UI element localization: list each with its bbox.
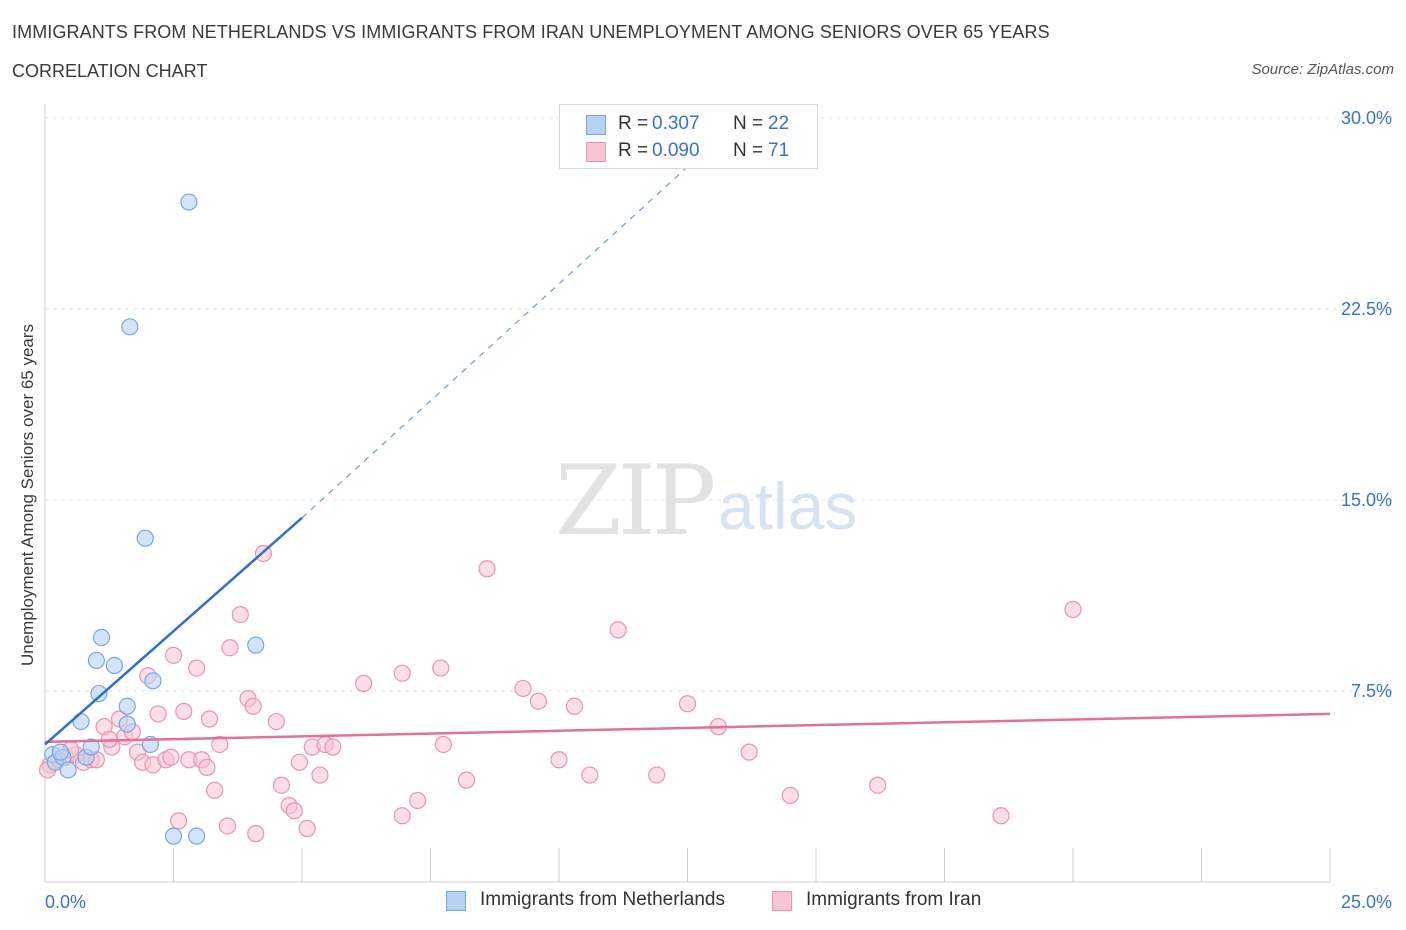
n-label: N =	[733, 113, 764, 134]
iran-point	[149, 705, 167, 723]
r-value: 0.307	[652, 113, 700, 134]
iran-point	[409, 791, 427, 810]
correlation-legend: R = 0.307 N = 22 R = 0.090 N = 71	[559, 104, 818, 169]
iran-point	[221, 639, 239, 657]
netherlands-point	[121, 318, 139, 336]
iran-point	[200, 710, 219, 728]
iran-point	[175, 702, 193, 720]
r-label: R =	[618, 113, 649, 134]
y-tick-label: 22.5%	[1341, 299, 1392, 319]
y-tick-label: 30.0%	[1341, 108, 1392, 128]
iran-point	[393, 807, 411, 825]
iran-point	[581, 766, 599, 784]
legend-row-netherlands: R = 0.307 N = 22	[560, 113, 817, 137]
netherlands-point	[247, 636, 265, 654]
netherlands-point	[92, 628, 111, 647]
iran-point	[478, 560, 496, 578]
iran-point	[324, 738, 342, 756]
netherlands-swatch	[446, 891, 466, 911]
legend-label: Immigrants from Iran	[806, 889, 982, 910]
netherlands-point	[180, 193, 198, 211]
iran-point	[272, 776, 291, 794]
netherlands-point	[105, 656, 123, 675]
iran-point	[355, 674, 373, 692]
iran-point	[432, 659, 450, 677]
iran-point	[247, 825, 265, 843]
iran-point	[231, 605, 249, 624]
iran-point	[198, 758, 216, 777]
netherlands-point	[118, 715, 136, 733]
y-tick-label: 15.0%	[1341, 490, 1392, 510]
iran-point	[298, 819, 316, 838]
netherlands-point	[51, 743, 70, 761]
netherlands-point	[164, 827, 183, 845]
netherlands-point	[72, 712, 90, 731]
netherlands-point	[144, 672, 162, 690]
iran-point	[218, 817, 237, 835]
iran-point	[162, 748, 180, 766]
y-tick-label: 7.5%	[1351, 681, 1392, 701]
iran-swatch	[772, 891, 792, 911]
legend-label: Immigrants from Netherlands	[480, 889, 725, 910]
series-legend: Immigrants from Netherlands Immigrants f…	[0, 889, 1406, 915]
iran-point	[311, 766, 329, 784]
netherlands-point	[59, 761, 77, 779]
netherlands-point	[188, 827, 206, 845]
iran-point	[211, 735, 229, 754]
netherlands-trend-extension	[301, 143, 714, 519]
netherlands-trend-line	[44, 516, 303, 746]
iran-point	[565, 697, 584, 715]
iran-point	[1064, 600, 1082, 619]
x-tick-label: 0.0%	[45, 892, 86, 912]
iran-swatch	[586, 142, 606, 162]
watermark-atlas: atlas	[718, 469, 858, 543]
iran-point	[393, 664, 411, 682]
iran-point	[781, 786, 799, 805]
iran-point	[648, 766, 666, 784]
iran-point	[244, 697, 262, 715]
chart-subtitle: CORRELATION CHART	[12, 61, 208, 81]
netherlands-point	[87, 651, 106, 670]
iran-point	[678, 695, 697, 713]
netherlands-swatch	[586, 115, 606, 135]
n-value: 71	[768, 140, 790, 161]
iran-point	[609, 621, 627, 639]
iran-point	[550, 751, 568, 769]
iran-point	[267, 712, 285, 731]
iran-point	[170, 812, 188, 830]
iran-point	[457, 771, 476, 789]
y-axis-label: Unemployment Among Seniors over 65 years	[18, 323, 37, 667]
iran-trend-line	[44, 712, 1331, 744]
iran-point	[869, 776, 887, 794]
r-label: R =	[618, 140, 649, 161]
iran-point	[740, 743, 758, 761]
iran-point	[188, 659, 206, 677]
n-value: 22	[768, 113, 790, 134]
iran-point	[206, 781, 224, 799]
iran-point	[514, 679, 532, 698]
iran-point	[285, 802, 303, 820]
netherlands-point	[82, 738, 100, 756]
chart-title: IMMIGRANTS FROM NETHERLANDS VS IMMIGRANT…	[12, 22, 1050, 42]
iran-point	[290, 753, 309, 771]
x-tick-label: 25.0%	[1341, 892, 1392, 912]
watermark-zip: ZIP	[555, 445, 716, 557]
netherlands-point	[136, 529, 154, 547]
legend-row-iran: R = 0.090 N = 71	[560, 140, 817, 164]
source-credit: Source: ZipAtlas.com	[1251, 61, 1394, 78]
iran-point	[164, 646, 183, 664]
iran-point	[434, 735, 452, 754]
iran-point	[992, 807, 1010, 825]
r-value: 0.090	[652, 140, 700, 161]
netherlands-point	[118, 697, 136, 715]
n-label: N =	[733, 140, 764, 161]
netherlands-point	[90, 684, 108, 703]
iran-point	[529, 692, 548, 710]
